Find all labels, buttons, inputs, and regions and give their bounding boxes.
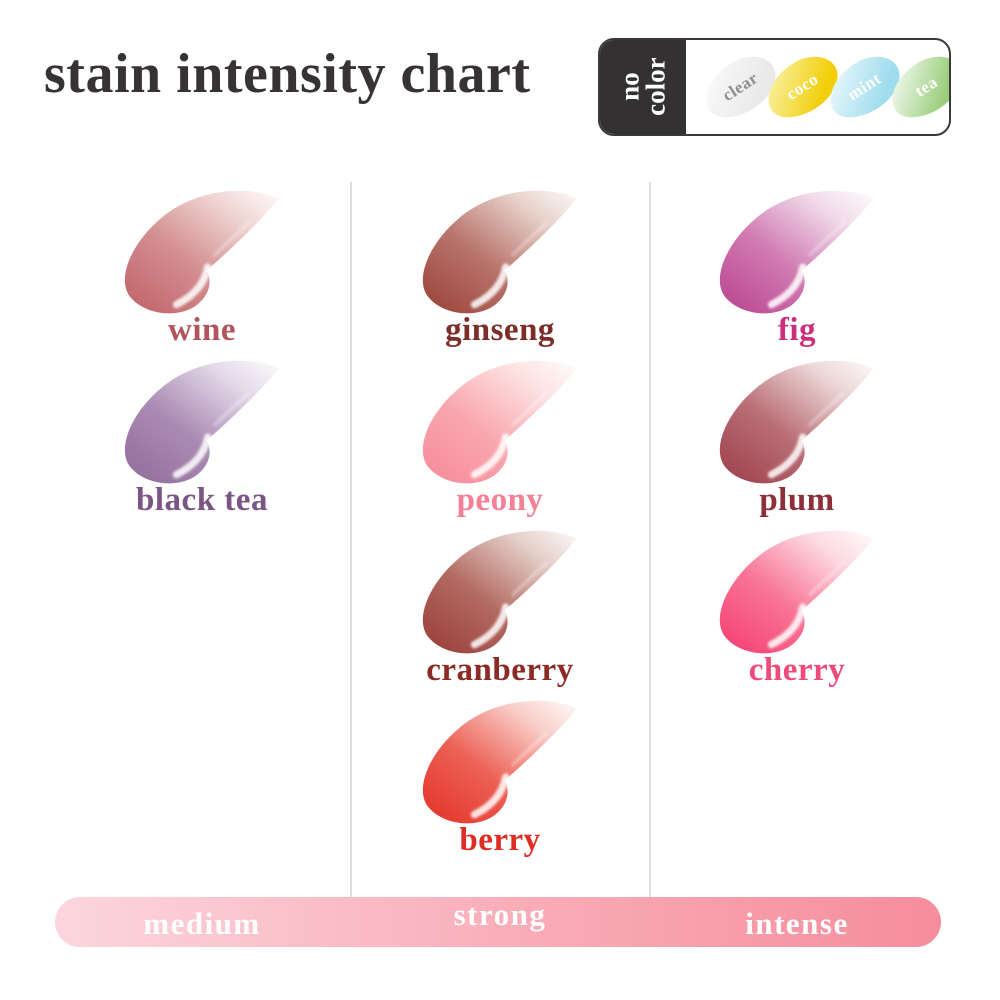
intensity-label-strong: strong <box>453 897 547 932</box>
shade-grid: wine black tea ginseng peony cranberry b… <box>0 188 1000 888</box>
shade-swatch-peony: peony <box>350 358 650 528</box>
smudge-graphic <box>422 190 577 314</box>
no-color-badge: no color clear coco mint tea <box>598 38 951 136</box>
column-divider-left <box>350 182 352 897</box>
shade-swatch-fig: fig <box>647 188 947 358</box>
intensity-label-intense: intense <box>745 906 849 941</box>
badge-swatch-label: clear <box>718 68 762 105</box>
smudge-graphic <box>719 530 874 654</box>
shade-swatch-black-tea: black tea <box>52 358 352 528</box>
shade-label: fig <box>777 312 817 348</box>
intensity-label-medium: medium <box>143 906 261 941</box>
shade-label: peony <box>456 482 544 518</box>
shade-label: black tea <box>136 482 268 518</box>
no-color-swatches: clear coco mint tea <box>686 40 949 134</box>
shade-column-medium: wine black tea <box>52 188 352 528</box>
badge-swatch-label: tea <box>911 72 942 101</box>
intensity-bar <box>55 897 941 947</box>
shade-label: berry <box>459 822 541 858</box>
shade-label: ginseng <box>445 312 555 348</box>
smudge-graphic <box>124 360 279 484</box>
shade-label: cherry <box>748 652 846 688</box>
shade-swatch-wine: wine <box>52 188 352 358</box>
shade-column-intense: fig plum cherry <box>647 188 947 698</box>
smudge-graphic <box>422 530 577 654</box>
shade-swatch-ginseng: ginseng <box>350 188 650 358</box>
no-color-label-box: no color <box>600 40 686 134</box>
shade-column-strong: ginseng peony cranberry berry <box>350 188 650 868</box>
shade-swatch-cranberry: cranberry <box>350 528 650 698</box>
smudge-graphic <box>719 360 874 484</box>
smudge-graphic <box>124 190 279 314</box>
no-color-label: no color <box>614 57 670 117</box>
shade-label: cranberry <box>426 652 574 688</box>
smudge-graphic <box>422 360 577 484</box>
page-title: stain intensity chart <box>44 43 531 105</box>
shade-label: wine <box>168 312 236 348</box>
shade-swatch-plum: plum <box>647 358 947 528</box>
shade-swatch-berry: berry <box>350 698 650 868</box>
smudge-graphic <box>422 700 577 824</box>
badge-swatch-label: mint <box>843 68 885 105</box>
column-divider-right <box>649 182 651 897</box>
shade-label: plum <box>759 482 835 518</box>
shade-swatch-cherry: cherry <box>647 528 947 698</box>
smudge-graphic <box>719 190 874 314</box>
badge-swatch-label: coco <box>782 69 822 104</box>
